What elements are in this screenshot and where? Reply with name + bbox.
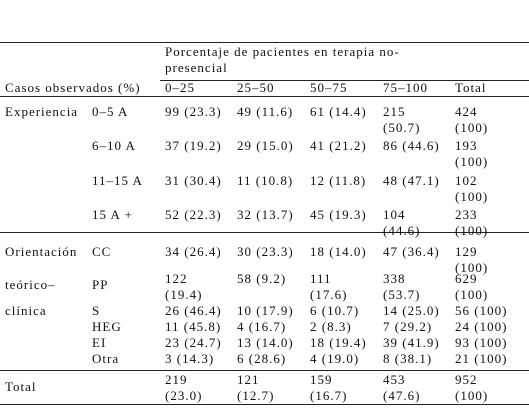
cell: 7 (29.2) — [383, 319, 433, 334]
column-header: 75–100 — [383, 80, 428, 95]
cell: 122 (19.4) — [165, 271, 203, 302]
cell: 23 (24.7) — [165, 335, 222, 350]
cell: 952 (100) — [455, 372, 489, 403]
cell: 4 (16.7) — [237, 319, 287, 334]
cell: 2 (8.3) — [310, 319, 352, 334]
cell: 4 (19.0) — [310, 351, 360, 366]
group-label: Experiencia — [5, 104, 79, 119]
cell: 58 (9.2) — [237, 271, 287, 286]
rule — [160, 80, 529, 81]
cell: 41 (21.2) — [310, 138, 367, 153]
cell: 453 (47.6) — [383, 372, 421, 403]
row-label: 6–10 A — [92, 138, 136, 153]
cell: 99 (23.3) — [165, 104, 222, 119]
cell: 104 (44.6) — [383, 207, 421, 238]
group-label: teórico– — [5, 277, 56, 292]
row-label: EI — [92, 335, 107, 350]
row-label: 11–15 A — [92, 173, 143, 188]
cell: 233 (100) — [455, 207, 489, 238]
column-header: Total — [455, 80, 487, 95]
cell: 37 (19.2) — [165, 138, 222, 153]
cell: 45 (19.3) — [310, 207, 367, 222]
group-label: Orientación — [5, 244, 78, 259]
cell: 424 (100) — [455, 104, 489, 135]
cell: 11 (45.8) — [165, 319, 222, 334]
row-label: HEG — [92, 319, 122, 334]
row-label: PP — [92, 277, 109, 292]
rule — [0, 42, 529, 43]
cell: 48 (47.1) — [383, 173, 440, 188]
cell: 6 (28.6) — [237, 351, 287, 366]
row-label: CC — [92, 244, 112, 259]
cell: 18 (14.0) — [310, 244, 367, 259]
cell: 21 (100) — [455, 351, 508, 366]
cell: 39 (41.9) — [383, 335, 440, 350]
cell: 24 (100) — [455, 319, 508, 334]
cell: 32 (13.7) — [237, 207, 294, 222]
cell: 8 (38.1) — [383, 351, 433, 366]
cell: 49 (11.6) — [237, 104, 294, 119]
cell: 219 (23.0) — [165, 372, 203, 403]
row-label: Otra — [92, 351, 120, 366]
cell: 159 (16.7) — [310, 372, 348, 403]
row-label: S — [92, 303, 101, 318]
cell: 111 (17.6) — [310, 271, 348, 302]
cell: 6 (10.7) — [310, 303, 360, 318]
cell: 93 (100) — [455, 335, 508, 350]
cell: 629 (100) — [455, 271, 489, 302]
cell: 102 (100) — [455, 173, 489, 204]
cell: 129 (100) — [455, 244, 489, 275]
cell: 10 (17.9) — [237, 303, 294, 318]
cell: 47 (36.4) — [383, 244, 440, 259]
cell: 193 (100) — [455, 138, 489, 169]
cell: 13 (14.0) — [237, 335, 294, 350]
header-title: Porcentaje de pacientes en terapia no-pr… — [165, 44, 400, 75]
cell: 121 (12.7) — [237, 372, 275, 403]
group-label: clínica — [5, 303, 47, 318]
cell: 338 (53.7) — [383, 271, 421, 302]
row-label: 15 A + — [92, 207, 133, 222]
column-header: 0–25 — [165, 80, 195, 95]
column-header: 25–50 — [237, 80, 275, 95]
cell: 14 (25.0) — [383, 303, 440, 318]
rule — [0, 232, 529, 233]
cell: 11 (10.8) — [237, 173, 294, 188]
total-label: Total — [5, 379, 37, 394]
cell: 3 (14.3) — [165, 351, 215, 366]
cell: 52 (22.3) — [165, 207, 222, 222]
column-header: 50–75 — [310, 80, 348, 95]
cell: 12 (11.8) — [310, 173, 367, 188]
cell: 86 (44.6) — [383, 138, 440, 153]
cell: 31 (30.4) — [165, 173, 222, 188]
cell: 56 (100) — [455, 303, 508, 318]
rule — [0, 404, 529, 405]
cell: 18 (19.4) — [310, 335, 367, 350]
cell: 61 (14.4) — [310, 104, 367, 119]
cell: 215 (50.7) — [383, 104, 421, 135]
cell: 30 (23.3) — [237, 244, 294, 259]
cell: 29 (15.0) — [237, 138, 294, 153]
column-header: Casos observados (%) — [5, 80, 141, 95]
rule — [0, 370, 529, 371]
rule — [0, 96, 529, 97]
cell: 34 (26.4) — [165, 244, 222, 259]
cell: 26 (46.4) — [165, 303, 222, 318]
row-label: 0–5 A — [92, 104, 129, 119]
